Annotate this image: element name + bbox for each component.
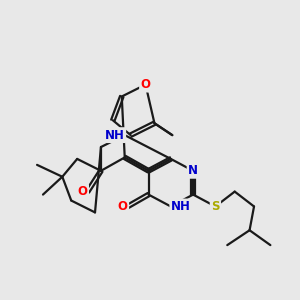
- Text: O: O: [140, 78, 151, 91]
- Text: NH: NH: [105, 129, 125, 142]
- Text: N: N: [188, 164, 198, 177]
- Text: S: S: [211, 200, 220, 213]
- Text: O: O: [118, 200, 128, 213]
- Text: NH: NH: [171, 200, 191, 213]
- Text: O: O: [78, 185, 88, 198]
